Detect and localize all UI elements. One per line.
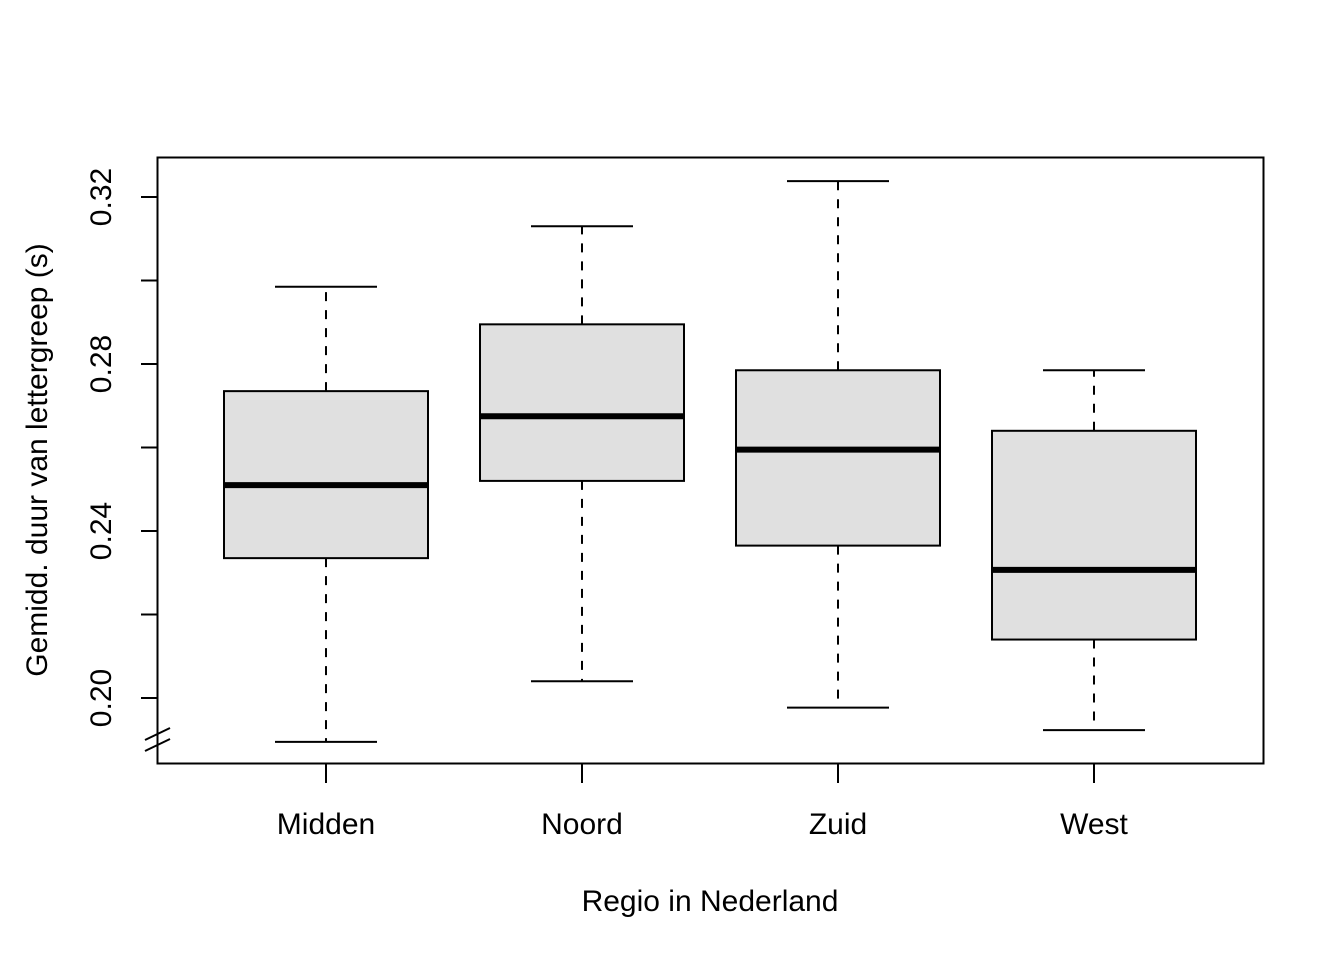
y-axis-label: Gemidd. duur van lettergreep (s)	[21, 243, 54, 677]
x-tick-label-zuid: Zuid	[809, 808, 867, 841]
plot-frame	[156, 156, 1265, 765]
axis-break-marker	[144, 727, 171, 752]
iqr-box	[735, 369, 941, 547]
iqr-box	[479, 323, 685, 482]
x-tick-label-midden: Midden	[277, 808, 375, 841]
x-axis-label: Regio in Nederland	[582, 885, 839, 918]
axis-break-line	[144, 738, 171, 752]
x-tick-label-west: West	[1060, 808, 1128, 841]
x-axis: Midden Noord Zuid West	[277, 764, 1129, 841]
box-group-zuid	[735, 180, 941, 709]
y-tick-label: 0.28	[85, 335, 118, 393]
axis-break-line	[144, 727, 171, 741]
box-group-noord	[479, 225, 685, 683]
x-tick-label-noord: Noord	[541, 808, 623, 841]
boxes-layer	[223, 180, 1197, 743]
box-group-midden	[223, 285, 429, 743]
box-group-west	[991, 369, 1197, 732]
y-tick-label: 0.20	[85, 669, 118, 727]
y-tick-label: 0.32	[85, 168, 118, 226]
y-tick-label: 0.24	[85, 502, 118, 560]
y-axis: 0.20 0.24 0.28 0.32	[85, 168, 171, 752]
iqr-box	[991, 429, 1197, 641]
iqr-box	[223, 390, 429, 560]
